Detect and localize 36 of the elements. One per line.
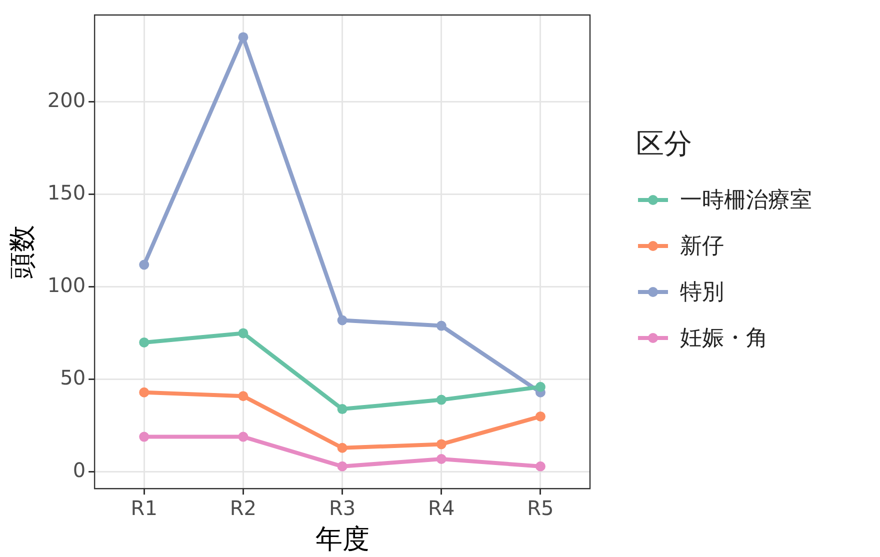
legend-title: 区分: [636, 126, 693, 162]
y-tick-label: 0: [72, 458, 86, 482]
point: [337, 315, 348, 326]
point: [436, 439, 446, 450]
y-tick-label: 200: [47, 88, 86, 112]
point: [337, 404, 348, 414]
point: [436, 394, 446, 405]
point: [535, 461, 546, 472]
x-tick-label: R4: [428, 496, 455, 520]
point: [535, 411, 546, 422]
point: [436, 454, 446, 464]
point: [139, 387, 150, 398]
point: [238, 328, 248, 338]
point: [139, 337, 150, 348]
point: [337, 442, 348, 453]
x-tick-label: R3: [328, 496, 356, 520]
y-tick-label: 150: [47, 180, 86, 205]
point: [436, 320, 446, 331]
legend-label: 特別: [680, 279, 724, 307]
x-tick-label: R5: [527, 496, 554, 520]
x-axis-title: 年度: [315, 524, 370, 555]
point: [337, 461, 348, 472]
y-axis-title: 頭数: [7, 224, 38, 279]
legend-label: 一時柵治療室: [680, 187, 812, 215]
y-tick-label: 50: [60, 366, 86, 390]
point: [139, 432, 150, 442]
point: [238, 432, 248, 442]
legend-label: 新仔: [680, 233, 724, 261]
x-tick-label: R1: [130, 496, 158, 520]
x-tick-label: R2: [230, 496, 257, 520]
point: [535, 382, 546, 392]
y-tick-label: 100: [47, 273, 86, 298]
point: [238, 391, 248, 402]
point: [139, 260, 150, 270]
legend-label: 妊娠・角: [680, 325, 768, 353]
point: [238, 32, 248, 42]
